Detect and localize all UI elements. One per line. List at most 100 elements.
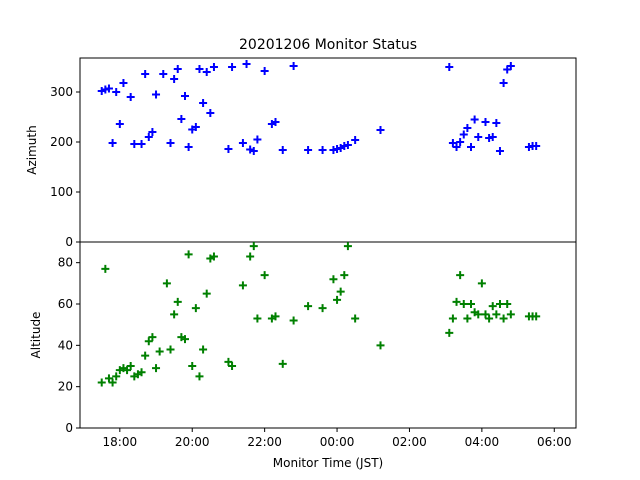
altitude-axis-label: Altitude [29,312,43,359]
azimuth-point [470,115,479,124]
azimuth-y-tick-label: 0 [65,235,73,249]
azimuth-point [148,128,157,136]
altitude-point [202,289,211,298]
altitude-axes: 0 20 40 60 80 18:00 20:00 22:00 00:00 02:00 04:00… [29,241,577,470]
azimuth-point [463,124,472,132]
altitude-point [104,374,113,383]
altitude-point [195,372,204,381]
azimuth-points [97,60,541,155]
altitude-point [351,314,360,323]
altitude-point [445,328,454,337]
azimuth-point [506,62,515,70]
altitude-point [329,275,338,284]
azimuth-point [474,133,483,141]
azimuth-point [191,123,200,131]
azimuth-point [499,79,508,87]
azimuth-point [495,147,504,155]
altitude-point [336,287,345,296]
altitude-point [340,271,349,280]
altitude-point [271,312,280,321]
altitude-point [532,312,541,321]
azimuth-y-tick-label: 300 [50,85,73,99]
altitude-point [492,310,501,319]
altitude-point [184,250,193,259]
azimuth-y-tick-label: 200 [50,135,73,149]
altitude-point [112,372,121,381]
altitude-point [170,310,179,319]
azimuth-point [238,139,247,147]
altitude-point [224,357,233,366]
altitude-point [144,337,153,346]
altitude-y-tick-label: 80 [58,256,73,270]
azimuth-point [492,119,501,127]
altitude-point [180,335,189,344]
azimuth-point [271,118,280,126]
azimuth-point [202,68,211,76]
altitude-point [485,314,494,323]
azimuth-point [177,115,186,123]
azimuth-point [459,130,468,139]
altitude-point [141,351,150,360]
altitude-point [278,359,287,368]
azimuth-y-tick-label: 100 [50,185,73,199]
azimuth-point [228,63,237,71]
altitude-point [166,345,175,354]
azimuth-point [159,70,168,78]
altitude-point [506,310,515,319]
azimuth-point [209,63,218,71]
azimuth-point [206,109,215,117]
azimuth-point [376,126,385,134]
azimuth-point [467,143,476,151]
altitude-point [463,314,472,323]
azimuth-point [126,93,135,101]
altitude-point [209,252,218,261]
azimuth-axes: 0 100 200 300 Azimuth [25,57,577,249]
altitude-point [188,362,197,370]
azimuth-point [137,140,146,148]
altitude-point [97,378,106,387]
time-x-tick-label: 22:00 [247,435,282,449]
altitude-point [499,314,508,323]
azimuth-point [242,60,251,68]
altitude-point [289,316,298,325]
altitude-point [246,252,255,261]
azimuth-point [104,84,113,93]
azimuth-point [115,120,124,128]
altitude-point [249,242,258,251]
time-x-tick-label: 06:00 [537,435,572,449]
time-axis-label: Monitor Time (JST) [273,456,383,470]
azimuth-point [119,79,128,87]
azimuth-point [170,75,179,83]
altitude-point [155,347,164,356]
altitude-point [481,310,490,319]
azimuth-point [180,92,189,100]
altitude-y-ticks: 0 20 40 60 80 [58,256,80,435]
altitude-point [448,314,457,323]
altitude-point [199,345,208,354]
altitude-point [148,333,157,342]
altitude-points [97,242,541,387]
altitude-y-tick-label: 0 [65,421,73,435]
azimuth-point [343,141,352,149]
azimuth-point [481,118,490,126]
time-x-tick-label: 18:00 [103,435,138,449]
azimuth-point [108,139,117,147]
azimuth-point [199,99,208,107]
azimuth-point [351,136,360,144]
azimuth-point [278,146,287,154]
azimuth-point [488,133,497,141]
altitude-plot-frame [79,241,577,429]
altitude-point [238,281,247,290]
altitude-point [126,362,135,370]
azimuth-point [249,147,258,155]
altitude-point [474,310,483,319]
altitude-point [191,304,200,313]
altitude-point [318,304,327,313]
altitude-point [459,300,468,308]
azimuth-point [445,63,454,71]
altitude-point [108,378,117,387]
altitude-point [343,242,352,251]
azimuth-point [224,145,233,153]
azimuth-point [456,138,465,146]
